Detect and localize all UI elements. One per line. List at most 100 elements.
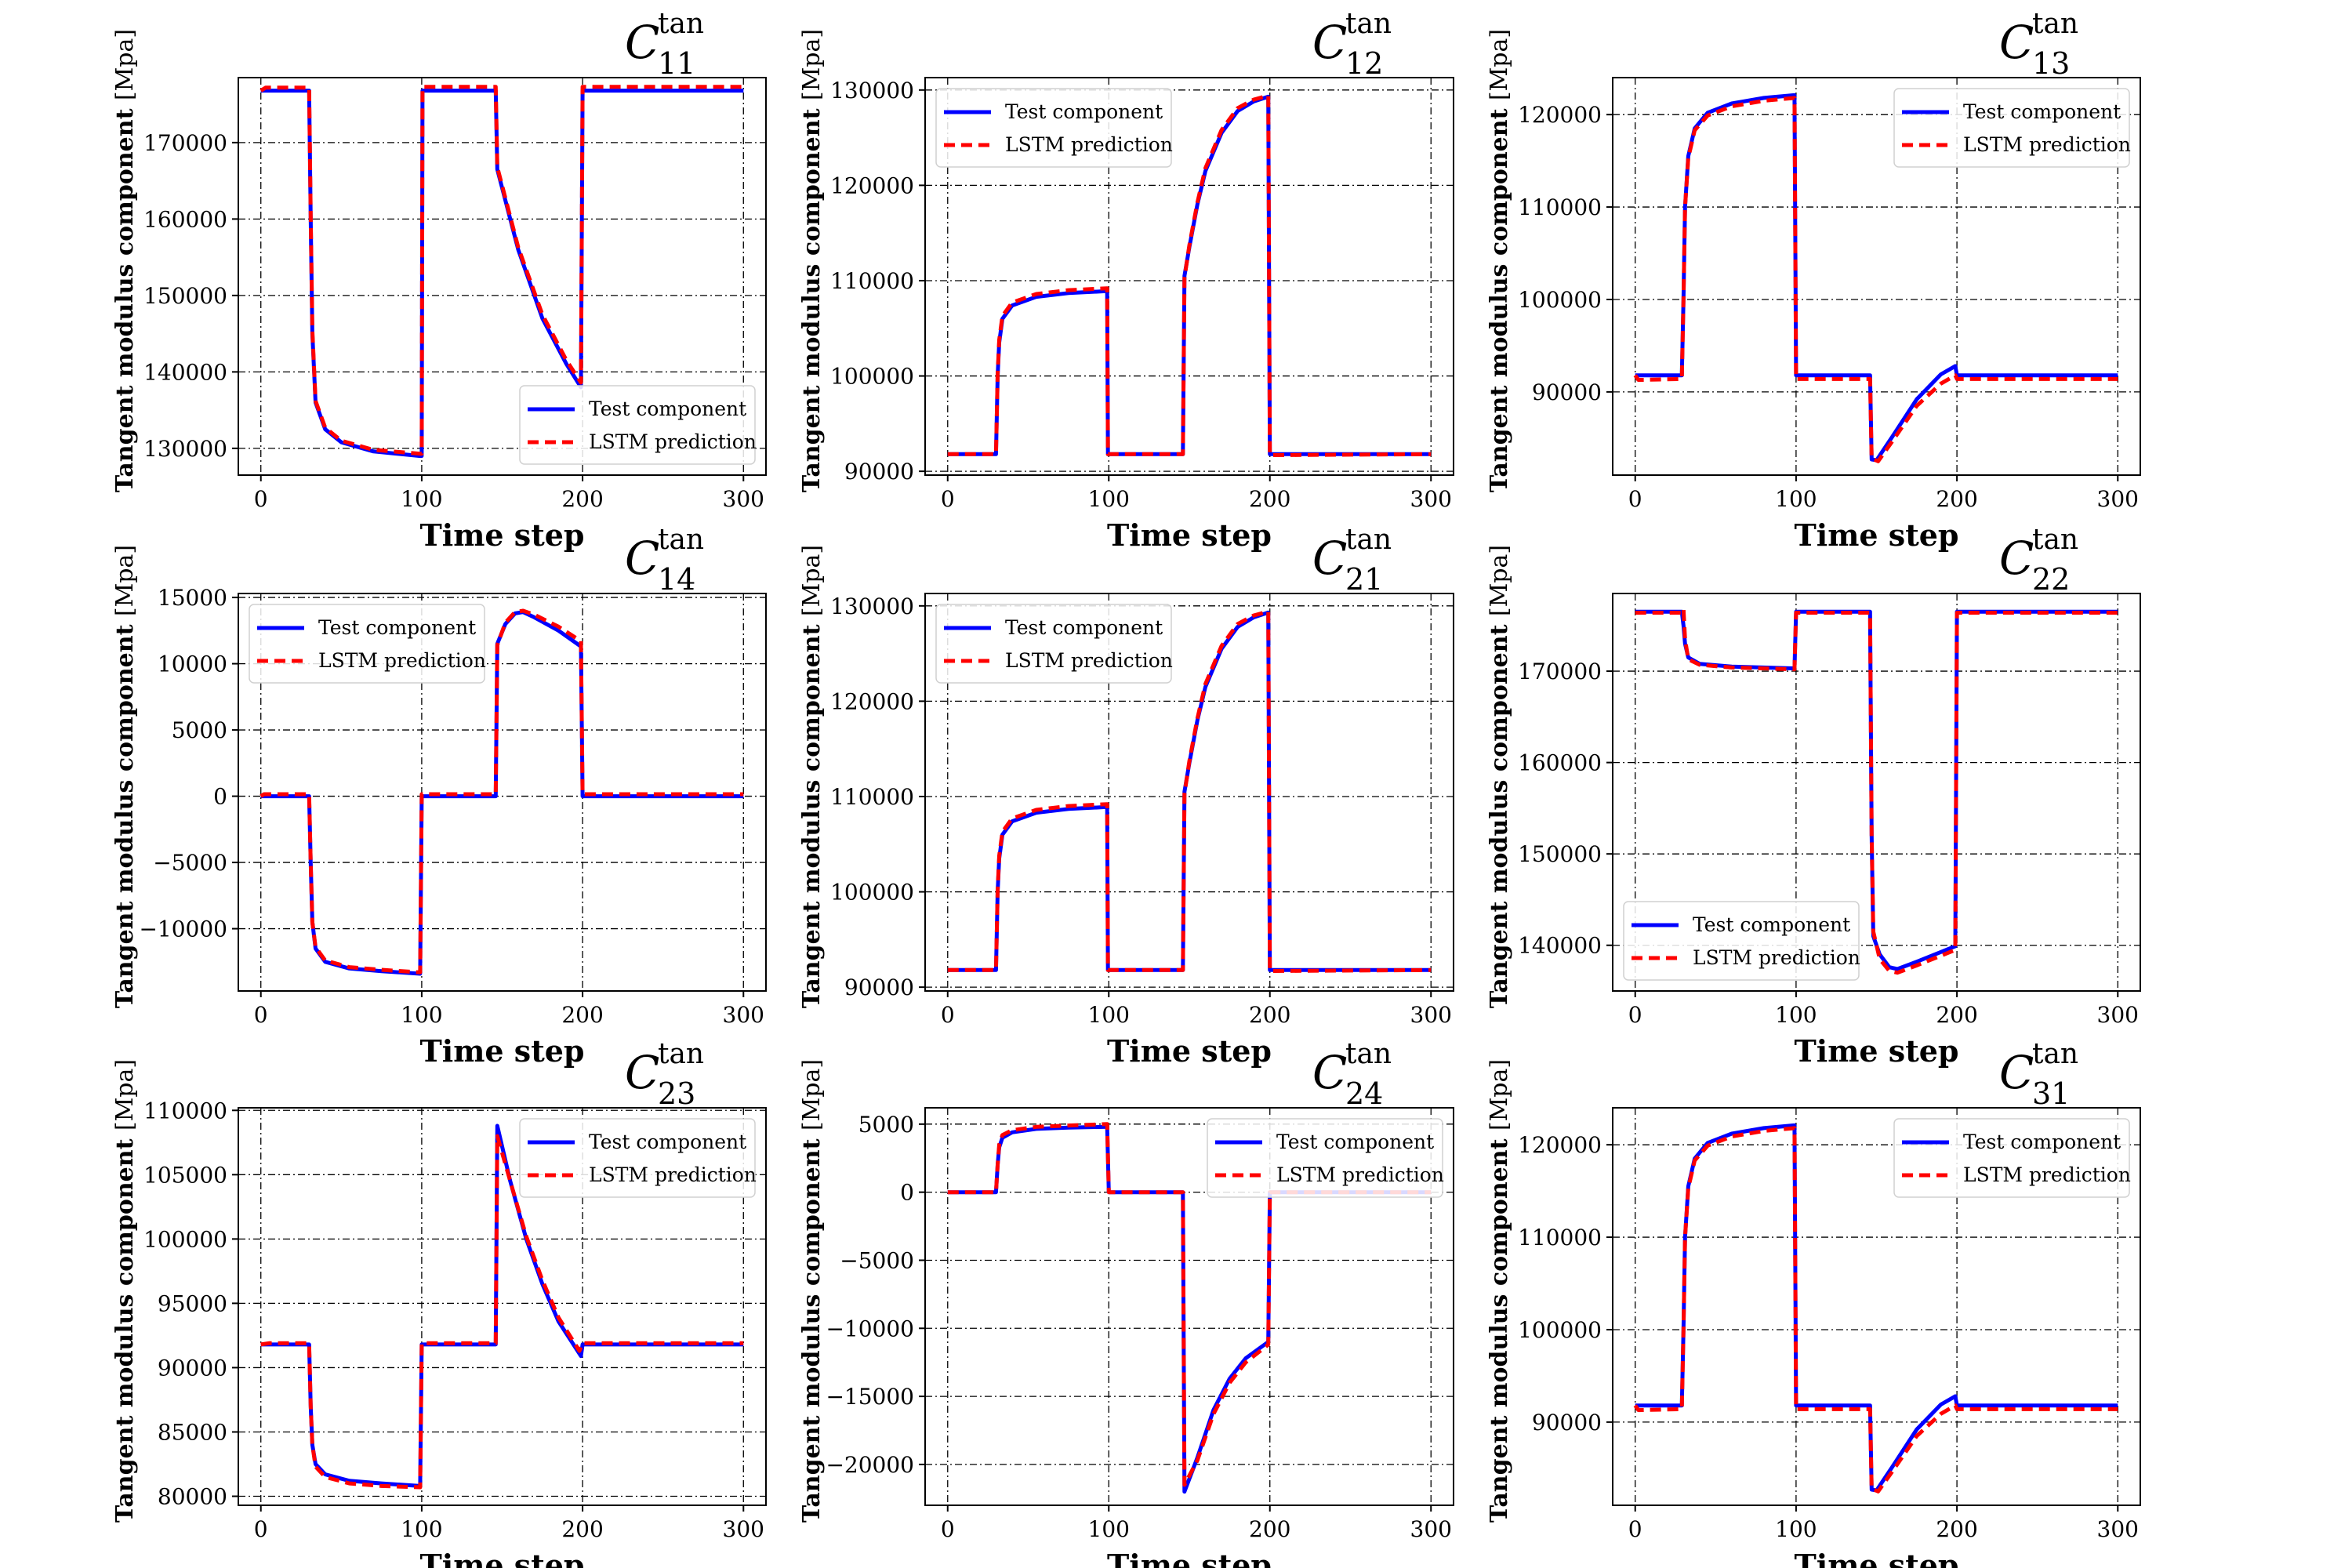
axes-frame (1612, 1107, 2141, 1506)
x-tick-label: 100 (401, 1516, 442, 1542)
y-tick-label: 90000 (1532, 379, 1602, 405)
legend: Test component LSTM prediction (1893, 88, 2131, 168)
y-tick-label: 90000 (844, 975, 914, 1000)
y-axis-unit: [Mpa] (1486, 545, 1513, 616)
subplot-title-symbol: C (1999, 1046, 2034, 1099)
x-tick-label: 200 (1936, 1002, 1977, 1028)
subplot-title-subscript: 31 (2032, 1076, 2070, 1111)
subplot-13: 0 100 200 300 90000 100000 110000 120000 Time st… (1486, 8, 2141, 553)
lstm-prediction-line (260, 608, 744, 975)
y-tick-label: 10000 (158, 652, 227, 677)
legend-box (249, 604, 485, 684)
x-tick-label: 100 (1088, 1516, 1130, 1542)
subplot-24: 0 100 200 300 −20000 −15000 −10000 −5000 0 5000 Ti… (798, 1038, 1454, 1568)
subplot-title-subscript: 22 (2032, 562, 2070, 597)
x-tick-label: 100 (1088, 1002, 1130, 1028)
series-group (260, 85, 744, 459)
x-tick-label: 300 (2097, 486, 2139, 512)
x-axis-label: Time step (419, 1033, 584, 1069)
y-axis-label: Tangent modulus component [Mpa] (1486, 29, 1513, 492)
y-tick-label: 100000 (143, 1226, 227, 1252)
y-axis-label-text: Tangent modulus component (798, 616, 826, 1008)
y-tick-label: 120000 (1518, 1132, 1602, 1158)
x-tick-label: 200 (561, 486, 603, 512)
legend-test-label: Test component (1693, 913, 1850, 936)
lstm-prediction-line (260, 1134, 744, 1490)
legend-lstm-label: LSTM prediction (589, 1163, 757, 1186)
subplot-title-symbol: C (1312, 532, 1347, 585)
legend-box (935, 604, 1172, 684)
x-tick-label: 200 (1936, 1516, 1977, 1542)
lstm-prediction-line (1633, 96, 2118, 463)
legend-lstm-label: LSTM prediction (1005, 133, 1173, 156)
y-axis-label-text: Tangent modulus component (1486, 616, 1513, 1008)
y-axis-label: Tangent modulus component [Mpa] (798, 29, 826, 492)
subplot-title-subscript: 24 (1345, 1076, 1383, 1111)
y-tick-label: 110000 (143, 1098, 227, 1123)
y-axis-unit: [Mpa] (1486, 1059, 1513, 1131)
subplot-title-subscript: 14 (658, 562, 695, 597)
subplot-title-superscript: tan (1345, 8, 1392, 40)
y-tick-label: 150000 (1518, 841, 1602, 867)
legend-lstm-label: LSTM prediction (1693, 946, 1860, 969)
y-tick-label: −15000 (826, 1384, 914, 1410)
subplot-title-symbol: C (625, 532, 659, 585)
subplot-title-symbol: C (1999, 16, 2034, 69)
y-tick-label: 90000 (844, 459, 914, 485)
x-tick-label: 100 (1775, 486, 1817, 512)
y-tick-label: 85000 (158, 1419, 227, 1445)
subplot-title-symbol: C (625, 16, 659, 69)
legend-lstm-label: LSTM prediction (318, 649, 486, 672)
y-tick-label: 5000 (858, 1112, 914, 1138)
y-tick-label: −5000 (840, 1247, 914, 1273)
y-axis-unit: [Mpa] (798, 1059, 826, 1131)
x-axis-label: Time step (419, 517, 584, 553)
legend: Test component LSTM prediction (519, 385, 757, 465)
x-tick-label: 300 (2097, 1516, 2139, 1542)
axes-frame (1612, 593, 2141, 992)
y-tick-label: 15000 (158, 585, 227, 611)
x-tick-label: 0 (1628, 1516, 1642, 1542)
x-tick-label: 300 (723, 1516, 764, 1542)
legend-lstm-label: LSTM prediction (1005, 649, 1173, 672)
y-tick-label: 0 (900, 1180, 914, 1206)
legend-test-label: Test component (1963, 1131, 2121, 1153)
legend-lstm-label: LSTM prediction (589, 430, 757, 453)
y-axis-unit: [Mpa] (111, 29, 139, 100)
lstm-prediction-line (947, 609, 1432, 973)
y-axis-unit: [Mpa] (111, 1059, 139, 1131)
series-group (1633, 93, 2118, 463)
y-tick-label: 120000 (830, 688, 914, 714)
x-tick-label: 100 (401, 1002, 442, 1028)
test-component-line (260, 1123, 744, 1488)
y-tick-label: 0 (213, 784, 227, 810)
y-axis-unit: [Mpa] (798, 545, 826, 616)
x-axis-label: Time step (1107, 1548, 1272, 1568)
x-axis-label: Time step (1107, 1033, 1272, 1069)
x-tick-label: 300 (1410, 486, 1452, 512)
y-tick-label: 130000 (830, 593, 914, 619)
legend-box (935, 88, 1172, 168)
series-group (260, 608, 744, 976)
y-axis-label-text: Tangent modulus component (111, 616, 139, 1008)
y-tick-label: −10000 (139, 916, 227, 942)
y-tick-label: 120000 (830, 172, 914, 198)
x-tick-label: 0 (254, 486, 268, 512)
y-tick-label: 120000 (1518, 102, 1602, 128)
x-axis-label: Time step (1794, 1548, 1958, 1568)
x-tick-label: 0 (254, 1516, 268, 1542)
y-tick-label: 110000 (1518, 1225, 1602, 1250)
y-tick-label: 100000 (830, 880, 914, 906)
subplot-11: 0 100 200 300 130000 140000 150000 160000 170000… (111, 8, 767, 553)
subplot-12: 0 100 200 30090000100000110000120000130000T… (798, 8, 1454, 553)
x-tick-label: 0 (941, 1002, 955, 1028)
legend-box (519, 1118, 756, 1198)
y-axis-label: Tangent modulus component [Mpa] (111, 29, 139, 492)
legend: Test component LSTM prediction (1207, 1118, 1444, 1198)
y-tick-label: 130000 (143, 436, 227, 462)
subplot-title-superscript: tan (658, 1038, 704, 1070)
subplot-title-subscript: 12 (1345, 46, 1383, 81)
legend: Test component LSTM prediction (519, 1118, 757, 1198)
subplot-title-subscript: 11 (658, 46, 695, 81)
legend-lstm-label: LSTM prediction (1963, 1163, 2131, 1186)
